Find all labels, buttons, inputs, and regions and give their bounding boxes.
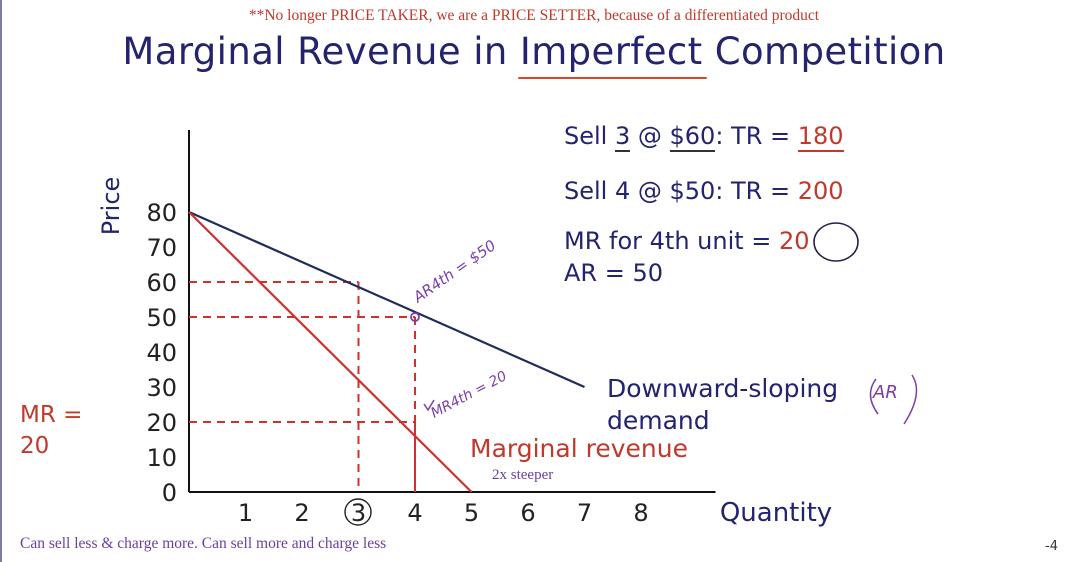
mr-left-line1: MR = — [20, 402, 83, 428]
y-tick-label-0: 0 — [162, 479, 177, 507]
slide-title: Marginal Revenue in Imperfect Competitio… — [0, 30, 1068, 73]
x-tick-label-7: 7 — [577, 499, 592, 527]
info-line1-qty: 3 — [614, 122, 631, 152]
circle-mr-20-mark — [813, 222, 859, 262]
x-tick-label-3: 3 — [351, 499, 366, 527]
y-tick-label-30: 30 — [146, 374, 177, 402]
info-line3-pre: MR for 4th unit = — [564, 227, 780, 255]
y-tick-label-40: 40 — [146, 339, 177, 367]
title-underlined-word: Imperfect — [519, 30, 703, 73]
mr-left-note: MR = 20 — [20, 400, 82, 462]
y-tick-label-80: 80 — [146, 199, 177, 227]
info-line-sell-4: Sell 4 @ $50: TR = 200 — [564, 177, 844, 205]
mr-4th-check-mark — [423, 399, 435, 412]
info-line1-mid: @ — [630, 122, 670, 150]
ar-4th-annotation: AR4th = $50 — [409, 236, 499, 307]
info-line2-tr: 200 — [797, 177, 844, 205]
page-number: -4 — [1045, 539, 1058, 554]
y-tick-label-70: 70 — [146, 234, 177, 262]
steeper-label: 2x steeper — [492, 467, 553, 483]
info-line2-pre: Sell 4 @ $50: TR = — [564, 177, 798, 205]
x-tick-label-4: 4 — [407, 499, 422, 527]
footer-note: Can sell less & charge more. Can sell mo… — [20, 535, 387, 552]
slide-left-rule — [0, 0, 2, 562]
info-line-mr-4th: MR for 4th unit = 20 — [564, 227, 810, 255]
info-line1-post: : TR = — [715, 122, 798, 150]
info-line1-price: $60 — [669, 122, 716, 152]
x-axis-label: Quantity — [720, 498, 832, 528]
x-tick-label-6: 6 — [520, 499, 535, 527]
mr-left-line2: 20 — [20, 433, 50, 459]
y-tick-label-20: 20 — [146, 409, 177, 437]
info-line3-val: 20 — [779, 227, 810, 255]
info-line1-tr: 180 — [797, 122, 844, 152]
demand-line — [188, 210, 585, 389]
x-tick-label-1: 1 — [238, 499, 253, 527]
mr-curve-label: Marginal revenue — [470, 434, 688, 463]
point-q4-p50 — [410, 312, 420, 322]
x-tick-label-8: 8 — [633, 499, 648, 527]
demand-label-line1: Downward-sloping — [607, 374, 838, 403]
demand-ar-label: AR — [872, 382, 898, 403]
info-line1-pre: Sell — [564, 122, 615, 150]
info-line-sell-3: Sell 3 @ $60: TR = 180 — [564, 122, 844, 152]
circle-tick-3-mark — [344, 498, 372, 526]
y-tick-label-50: 50 — [146, 304, 177, 332]
title-part-2: Competition — [702, 30, 946, 73]
mr-4th-annotation: MR4th = 20 — [428, 368, 509, 421]
x-tick-label-2: 2 — [294, 499, 309, 527]
ar-paren-right-mark — [903, 374, 918, 425]
x-tick-label-5: 5 — [464, 499, 479, 527]
y-tick-label-60: 60 — [146, 269, 177, 297]
demand-label-line2: demand — [607, 406, 710, 435]
info-line-ar: AR = 50 — [564, 259, 663, 287]
marginal-revenue-line — [188, 211, 473, 493]
y-axis-label: Price — [97, 177, 125, 236]
y-tick-label-10: 10 — [146, 444, 177, 472]
note-price-setter: **No longer PRICE TAKER, we are a PRICE … — [248, 7, 820, 24]
title-part-1: Marginal Revenue in — [122, 30, 520, 73]
ar-paren-left-mark — [869, 378, 879, 415]
